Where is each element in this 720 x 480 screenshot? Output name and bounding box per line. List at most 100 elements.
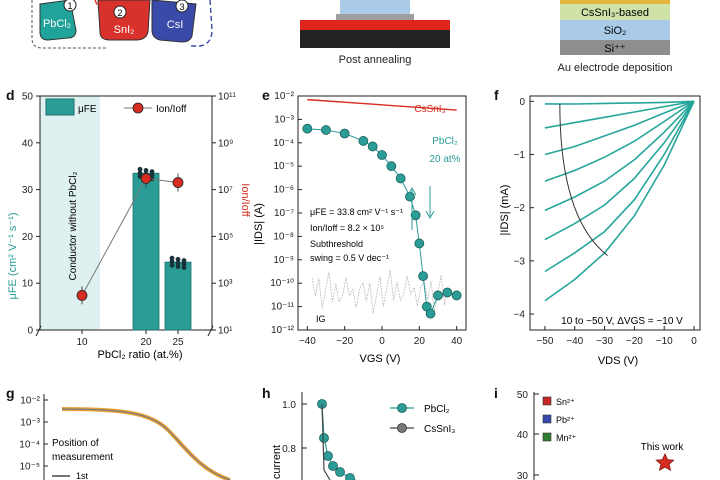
y-tick-label: 10⁻⁴ — [273, 138, 294, 149]
y-tick-label: 20 — [22, 232, 34, 243]
annotation-conductor: Conductor without PbCl₂ — [68, 171, 79, 280]
d-ratio-series — [76, 169, 184, 305]
y-tick-label: −1 — [514, 150, 526, 161]
beaker-label: PbCl₂ — [43, 18, 71, 30]
y-tick-label: 0.8 — [282, 444, 296, 455]
y-tick-label: 30 — [22, 185, 34, 196]
y-tick-label: −4 — [514, 310, 526, 321]
f-series — [544, 100, 695, 302]
layer-label-si: Si⁺⁺ — [604, 43, 626, 55]
sample-point — [137, 166, 143, 172]
panel-f: f 0 −1 −2 −3 −4 −50 −40 −30 −20 −10 0 10 to −50 V,… — [494, 87, 701, 367]
label-cssni3: CsSnI₃ — [414, 104, 445, 115]
mobility-bar — [164, 261, 192, 331]
data-point — [328, 461, 338, 471]
e-axes: 10⁻² 10⁻³ 10⁻⁴ 10⁻⁵ 10⁻⁶ 10⁻⁷ 10⁻⁸ 10⁻⁹ 10⁻¹⁰ 10⁻… — [270, 91, 467, 347]
ratio-point — [76, 290, 88, 301]
x-tick-label: 0 — [691, 336, 697, 347]
pbcl2-point — [414, 238, 425, 249]
hotplate-base — [300, 30, 450, 48]
au-electrode-stack: CsSnI₃-based SiO₂ Si⁺⁺ Au electrode depo… — [558, 0, 673, 74]
x-tick-label: 40 — [451, 336, 463, 347]
plot-frame — [39, 95, 213, 331]
legend-marker-pbcl2 — [397, 403, 407, 413]
panel-d: d 0 10 20 30 40 50 10¹ 10³ 10⁵ 10⁷ 10⁹ 10¹¹ 10 20 25 μ… — [6, 87, 251, 361]
panel-letter: i — [494, 385, 498, 401]
y-tick-label: 50 — [22, 92, 34, 103]
panel-letter: h — [262, 385, 271, 401]
d-axes: 0 10 20 30 40 50 10¹ 10³ 10⁵ 10⁷ 10⁹ 10¹¹ 10 20 25 — [22, 92, 237, 349]
pbcl2-point — [339, 128, 350, 139]
beaker-sni2: 2 SnI₂ — [97, 0, 151, 41]
x-axis-label: PbCl₂ ratio (at.%) — [98, 349, 183, 361]
y-tick-label: −2 — [514, 203, 526, 214]
output-curve — [544, 100, 695, 302]
y-axis-label: |IDS| (mA) — [499, 185, 511, 236]
sample-point — [137, 170, 143, 176]
annotation-position: Position of — [52, 438, 99, 449]
y-tick-label: 50 — [517, 390, 529, 401]
y-axis-label-left: μFE (cm² V⁻¹ s⁻¹) — [7, 213, 19, 300]
hotplate-top — [300, 20, 450, 30]
axis-break-mark — [207, 325, 214, 337]
legend-marker-ratio — [132, 102, 144, 114]
d-bars — [132, 166, 192, 331]
post-annealing-device: Post annealing — [300, 0, 450, 66]
stats-swing: swing = 0.5 V dec⁻¹ — [310, 253, 389, 263]
sample-point — [169, 262, 175, 268]
f-axes: 0 −1 −2 −3 −4 −50 −40 −30 −20 −10 0 — [514, 95, 701, 347]
pbcl2-point — [302, 123, 313, 134]
y-tick-label: 10⁻⁸ — [273, 231, 294, 242]
cssni3-decay-line — [321, 403, 331, 480]
legend-label-sn: Sn²⁺ — [556, 397, 575, 407]
x-axis-label: VDS (V) — [598, 355, 638, 367]
gate-current-label: IG — [316, 314, 326, 324]
conductor-region — [40, 96, 100, 330]
panel-letter: g — [6, 385, 15, 401]
legend-label-pbcl2: PbCl₂ — [424, 404, 450, 415]
pbcl2-point — [425, 308, 436, 319]
x-tick-label: 10 — [76, 337, 88, 348]
x-tick-label: −30 — [596, 336, 613, 347]
au-electrode-layer — [560, 0, 670, 4]
y-tick-label: 10⁻² — [20, 396, 40, 407]
y-tick-label: 1.0 — [282, 400, 296, 411]
y-tick-label: 0 — [27, 326, 33, 337]
y-tick-label: 10⁻³ — [20, 418, 40, 429]
sample-point — [169, 259, 175, 265]
x-tick-label: 20 — [140, 337, 152, 348]
y2-tick-label: 10⁵ — [218, 232, 233, 243]
y-tick-label: 10⁻⁶ — [273, 185, 294, 196]
y-axis-label-right: Ion/Ioff — [239, 183, 251, 217]
output-curve — [544, 100, 695, 105]
mobility-bar — [132, 172, 160, 331]
x-tick-label: −20 — [626, 336, 643, 347]
top-row: 1 PbCl₂ 2 SnI₂ 3 CsI Post annealing — [31, 0, 673, 74]
stats-on-off: Ion/Ioff = 8.2 × 10⁵ — [310, 223, 384, 233]
beaker-number: 1 — [67, 1, 72, 11]
y-tick-label: 10 — [22, 279, 34, 290]
perovskite-layer — [560, 4, 670, 20]
panel-letter: d — [6, 87, 15, 103]
ratio-point — [172, 177, 184, 188]
pbcl2-point — [405, 191, 415, 202]
y-tick-label: 30 — [517, 471, 529, 480]
sample-point — [149, 169, 155, 175]
beaker-label: CsI — [167, 19, 184, 31]
y-tick-label: 10⁻¹⁰ — [270, 278, 294, 289]
sweep-arrow-down — [425, 186, 435, 220]
au-caption: Au electrode deposition — [558, 62, 673, 74]
pbcl2-point — [410, 210, 421, 221]
y-axis-label: |IDS| (A) — [253, 203, 265, 245]
beaker-number-badge — [63, 0, 77, 12]
y2-tick-label: 10¹¹ — [218, 92, 236, 103]
legend-swatch-pb — [542, 414, 552, 424]
x-tick-label: −40 — [566, 336, 583, 347]
x-tick-label: −40 — [299, 336, 316, 347]
substrate-layer — [336, 14, 414, 20]
y2-tick-label: 10⁷ — [218, 185, 233, 196]
y2-tick-label: 10³ — [218, 279, 233, 290]
x-tick-label: −50 — [536, 336, 553, 347]
